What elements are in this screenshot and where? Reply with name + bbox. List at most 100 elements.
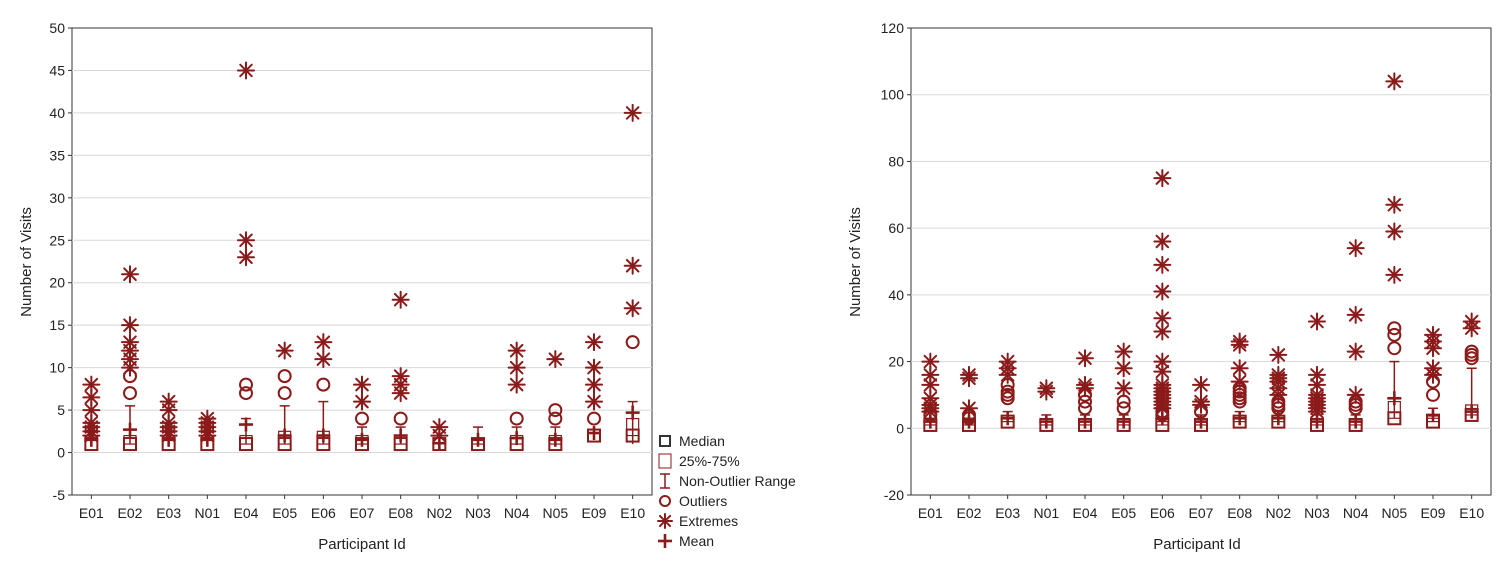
extreme-point — [1424, 325, 1442, 344]
extreme-point — [1114, 379, 1133, 398]
extreme-point — [237, 61, 255, 80]
y-tick-label: 35 — [49, 147, 65, 163]
extreme-point — [1153, 232, 1172, 251]
extreme-legend-icon — [657, 513, 673, 529]
box-e07 — [353, 375, 371, 452]
legend-item-whisker: Non-Outlier Range — [660, 473, 796, 489]
box-e01 — [82, 375, 101, 452]
mean-marker — [277, 428, 292, 443]
mean-marker — [1155, 411, 1170, 426]
box-n02 — [430, 418, 449, 452]
extreme-point — [1308, 312, 1326, 331]
right-x-axis-label: Participant Id — [1153, 536, 1241, 553]
y-tick-label: -20 — [884, 487, 904, 503]
y-tick-label: 100 — [881, 87, 905, 103]
outlier-point — [1387, 341, 1402, 356]
outlier-point — [277, 386, 292, 401]
extreme-point — [1346, 305, 1365, 324]
mean-marker — [1426, 407, 1440, 422]
outlier-point — [1000, 384, 1015, 399]
extreme-point — [1269, 365, 1288, 384]
mean-marker — [432, 436, 447, 451]
outlier-point — [587, 411, 601, 426]
x-tick-label: E06 — [311, 505, 336, 521]
mean-marker — [1078, 414, 1092, 429]
median-marker — [625, 428, 640, 443]
y-tick-label: 0 — [896, 420, 904, 436]
extreme-point — [1424, 359, 1442, 378]
outlier-point — [277, 369, 292, 384]
x-tick-label: E08 — [388, 505, 413, 521]
legend-label: Extremes — [679, 513, 738, 529]
extreme-point — [1385, 72, 1404, 91]
y-tick-label: 20 — [888, 354, 904, 370]
right-x-ticks: E01 E02 E03 N01 E04 E05 E06 E07 E08 N02 N03 N04 N05 E… — [918, 495, 1484, 521]
extreme-point — [237, 248, 255, 267]
extreme-point — [960, 399, 978, 418]
mean-marker — [200, 432, 215, 447]
extreme-point — [1308, 385, 1326, 404]
extreme-point — [353, 375, 371, 394]
whisker-legend-icon — [660, 473, 670, 489]
x-tick-label: E10 — [1459, 505, 1484, 521]
mean-marker — [471, 432, 485, 447]
extreme-point — [1385, 265, 1404, 284]
box-e10 — [1462, 312, 1481, 422]
box-e02 — [960, 365, 978, 432]
left-x-axis-label: Participant Id — [318, 536, 406, 553]
box-n05 — [546, 350, 565, 452]
right-chart: -20 0 20 40 60 80 100 120 E01 E02 E03 N01 E04 E05 E06… — [847, 20, 1492, 553]
extreme-point — [1153, 255, 1172, 274]
extreme-point — [507, 358, 526, 377]
mean-marker — [316, 428, 331, 443]
outlier-point — [355, 411, 369, 426]
extreme-point — [391, 290, 410, 309]
y-tick-label: 30 — [49, 190, 65, 206]
box-e08 — [391, 290, 410, 452]
mean-marker — [1039, 414, 1054, 429]
legend-item-plus: Mean — [658, 533, 714, 549]
right-marks — [921, 72, 1481, 432]
outlier-point — [316, 377, 331, 392]
outlier-point — [1387, 321, 1402, 336]
x-tick-label: E09 — [582, 505, 607, 521]
extreme-point — [314, 350, 333, 369]
legend-label: Mean — [679, 533, 714, 549]
outlier-legend-icon — [659, 495, 671, 507]
extreme-point — [1192, 375, 1210, 394]
right-y-axis-label: Number of Visits — [847, 207, 864, 317]
extreme-point — [1230, 332, 1249, 351]
extreme-point — [1269, 345, 1288, 364]
box-e07 — [1192, 375, 1210, 432]
median-legend-icon — [659, 435, 671, 447]
extreme-point — [623, 103, 642, 122]
outlier-point — [509, 411, 524, 426]
box-e03 — [998, 352, 1017, 429]
extreme-point — [314, 333, 333, 352]
box-n04 — [507, 341, 526, 452]
mean-marker — [1194, 414, 1208, 429]
mean-marker — [161, 432, 176, 447]
extreme-point — [585, 358, 603, 377]
extreme-point — [1346, 385, 1365, 404]
x-tick-label: N04 — [504, 505, 530, 521]
mean-marker — [548, 432, 563, 447]
box-e02 — [121, 265, 139, 452]
box-e04 — [237, 61, 255, 452]
extreme-point — [82, 375, 101, 394]
mean-legend-icon — [658, 534, 672, 548]
extreme-point — [1385, 222, 1404, 241]
x-tick-label: E07 — [1189, 505, 1214, 521]
left-x-ticks: E01 E02 E03 N01 E04 E05 E06 E07 E08 N02 N03 N04 N05 E… — [79, 495, 645, 521]
extreme-point — [1114, 342, 1133, 361]
outlier-point — [548, 411, 563, 426]
extreme-point — [921, 352, 940, 371]
outlier-point — [1116, 401, 1131, 416]
outlier-point — [239, 386, 253, 401]
extreme-point — [960, 365, 978, 384]
extreme-point — [1114, 359, 1133, 378]
box-e09 — [1424, 325, 1442, 429]
x-tick-label: E03 — [995, 505, 1020, 521]
